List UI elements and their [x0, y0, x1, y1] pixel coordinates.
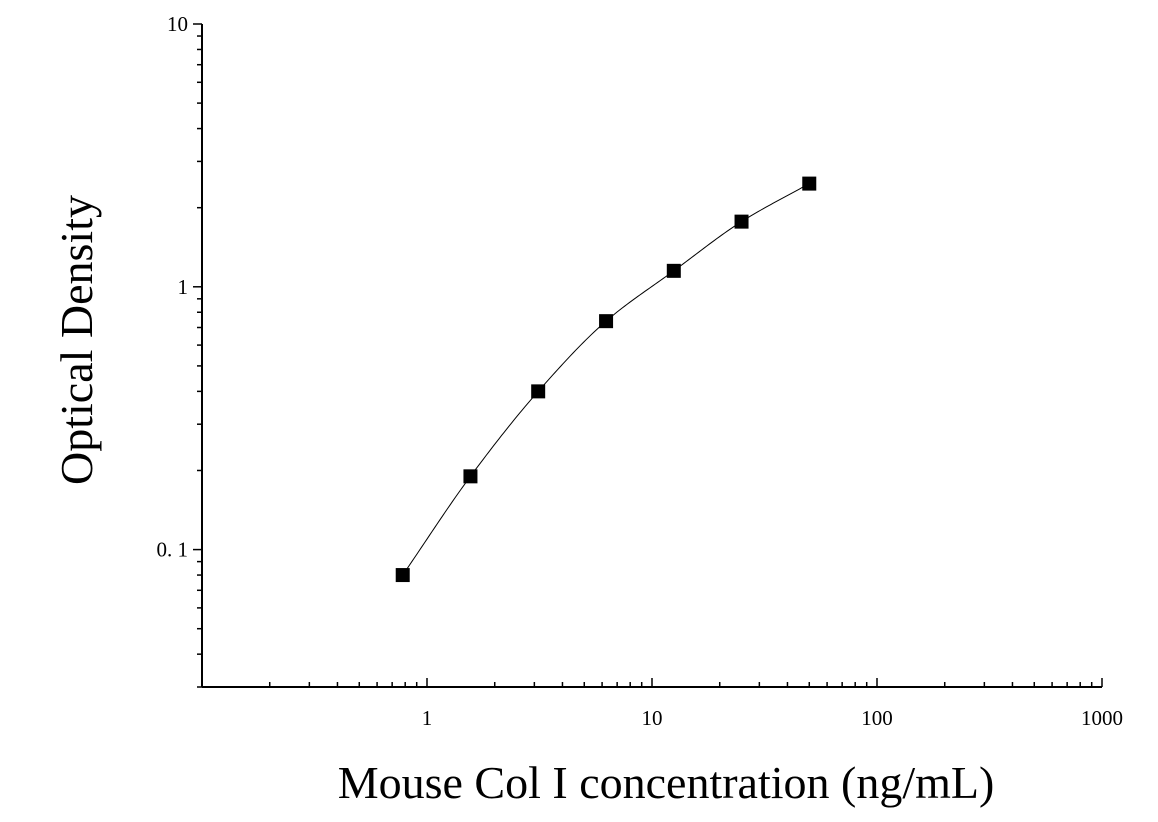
x-tick-label: 100	[861, 706, 893, 730]
x-axis-title: Mouse Col I concentration (ng/mL)	[338, 757, 995, 808]
data-point	[599, 314, 614, 329]
data-point	[395, 568, 410, 583]
x-tick-label: 1000	[1081, 706, 1123, 730]
x-tick-label: 10	[642, 706, 663, 730]
axes	[201, 24, 1102, 688]
data-point	[531, 384, 546, 399]
y-tick-label: 10	[167, 12, 188, 36]
data-point	[463, 469, 478, 484]
data-point	[666, 263, 681, 278]
data-points	[395, 176, 817, 583]
x-tick-label: 1	[422, 706, 433, 730]
data-point	[734, 214, 749, 229]
fit-curve	[398, 183, 810, 581]
y-axis-ticks: 0. 1 1 10	[157, 12, 202, 688]
y-axis-title: Optical Density	[51, 195, 102, 485]
data-point	[802, 176, 817, 191]
x-axis-ticks: 1 10 100 1000	[201, 678, 1123, 730]
y-tick-label: 0. 1	[157, 538, 189, 562]
y-tick-label: 1	[178, 275, 189, 299]
fit-curve-group	[398, 183, 810, 581]
